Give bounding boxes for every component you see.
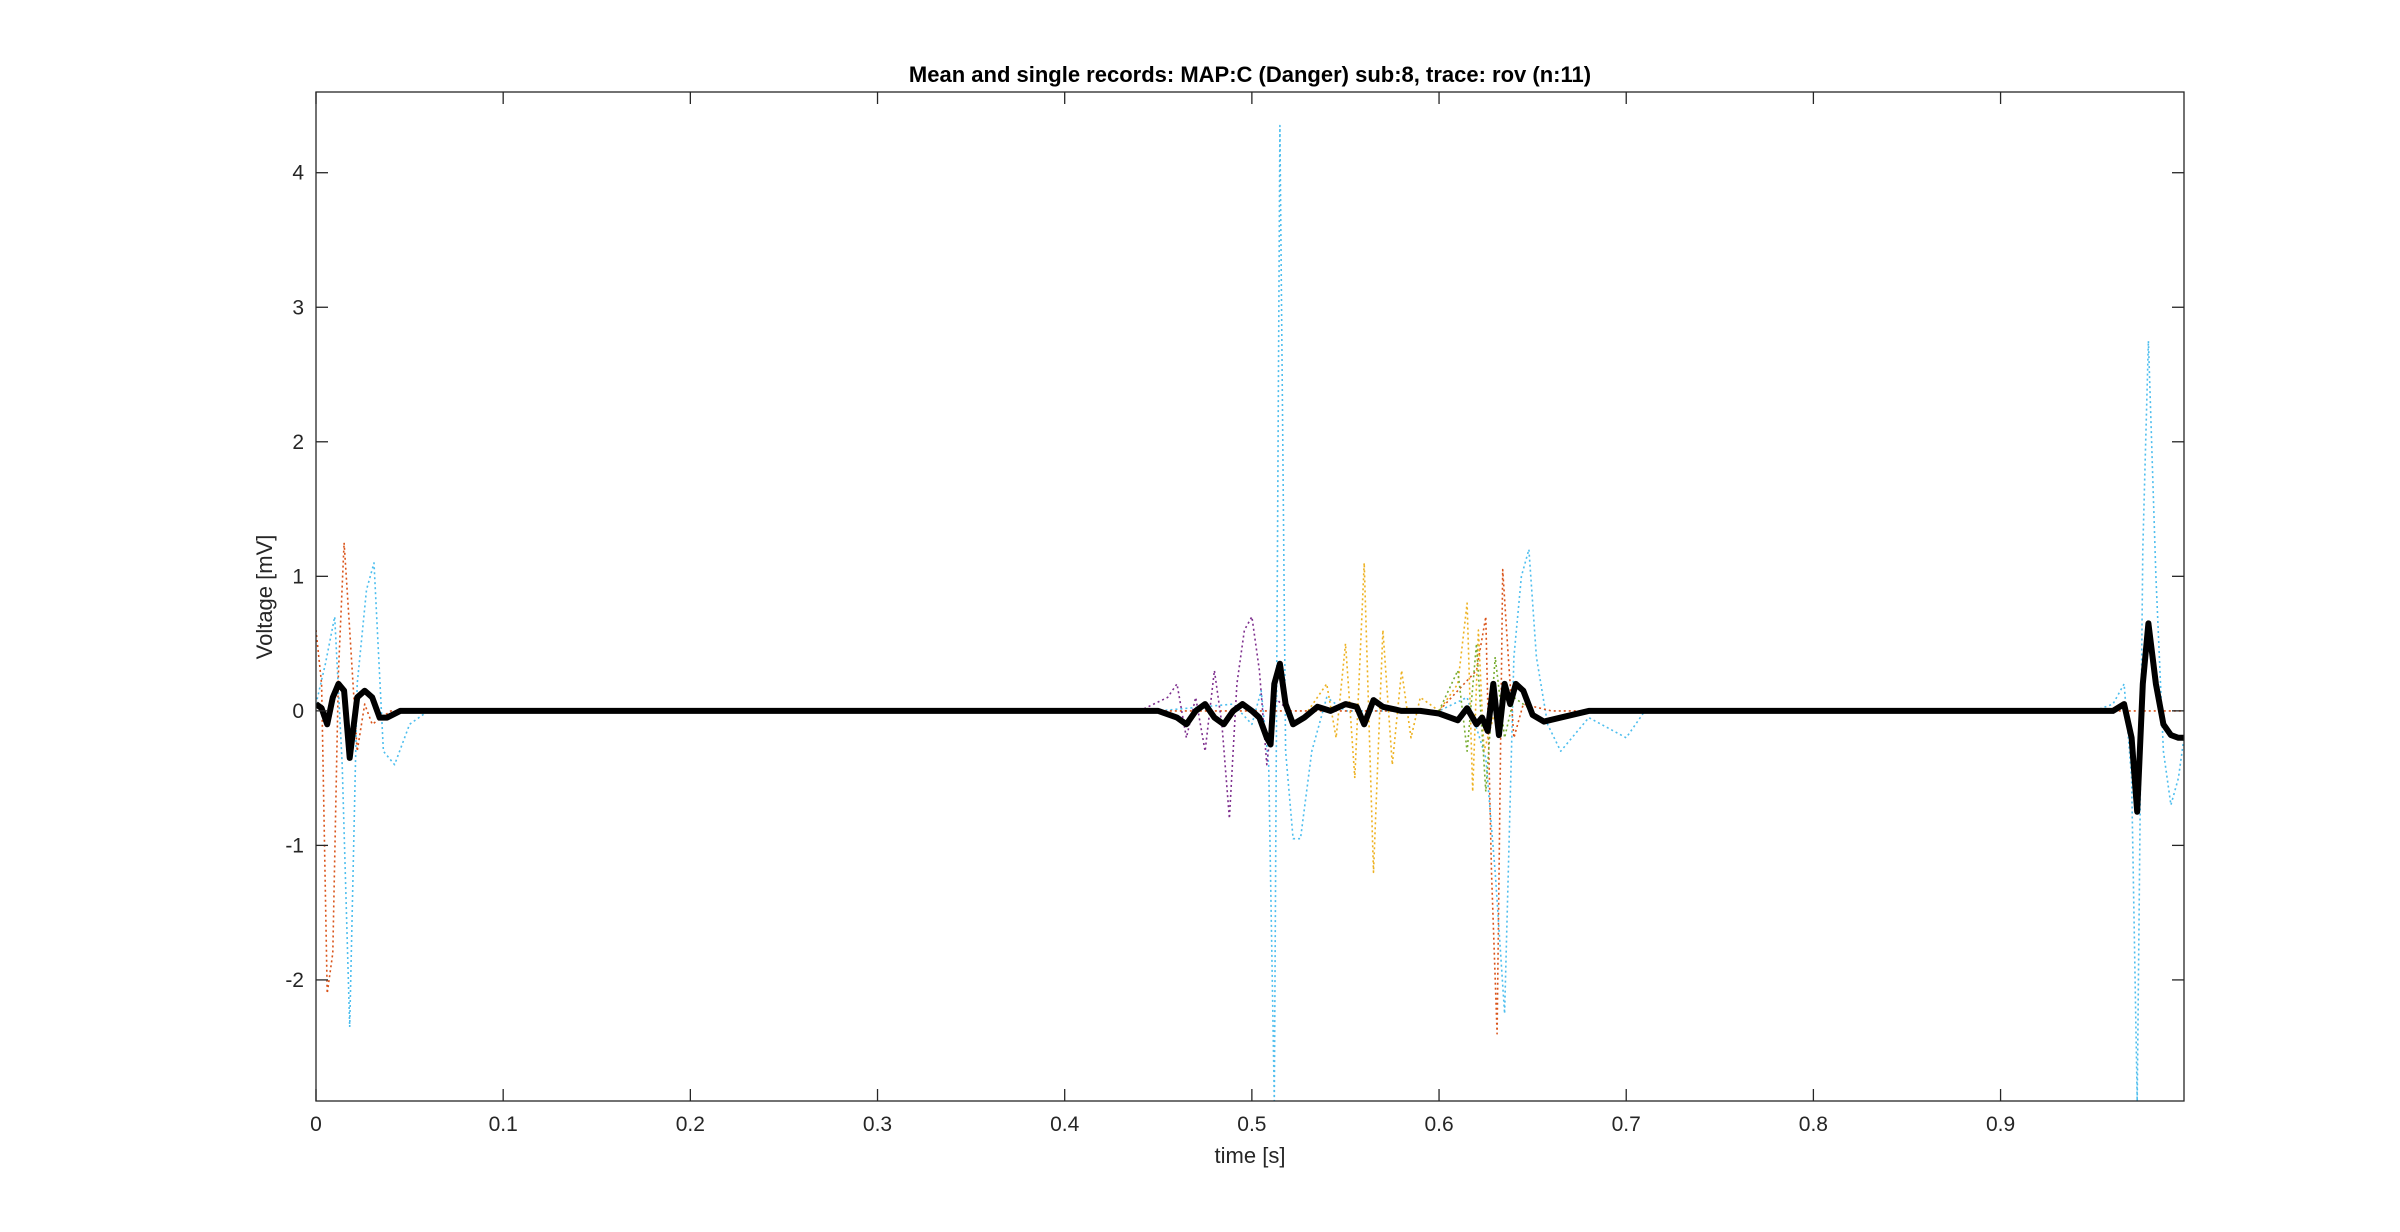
x-tick-label: 0.3 [863, 1113, 892, 1136]
y-tick-label: 0 [292, 700, 304, 723]
x-tick-label: 0.8 [1799, 1113, 1828, 1136]
y-tick-label: -1 [285, 834, 304, 857]
single-record-line-1 [316, 124, 2184, 1101]
x-tick-label: 0.6 [1424, 1113, 1453, 1136]
y-tick-label: 3 [292, 296, 304, 319]
plot-area [316, 92, 2184, 1101]
y-tick-label: 2 [292, 431, 304, 454]
y-tick-label: 1 [292, 565, 304, 588]
y-tick-label: 4 [292, 162, 304, 185]
x-tick-label: 0.5 [1237, 1113, 1266, 1136]
x-tick-label: 0 [310, 1113, 322, 1136]
x-axis-label: time [s] [1215, 1143, 1286, 1168]
x-tick-label: 0.4 [1050, 1113, 1080, 1136]
series-layer [316, 124, 2184, 1101]
single-record-line-2 [316, 541, 2184, 1035]
x-tick-label: 0.9 [1986, 1113, 2015, 1136]
axes-box [315, 91, 2185, 1102]
y-tick-label: -2 [285, 969, 304, 992]
single-record-line-5 [1438, 642, 1534, 793]
x-tick-label: 0.7 [1612, 1113, 1641, 1136]
single-record-line-3 [1139, 615, 1290, 820]
x-tick-label: 0.2 [676, 1113, 705, 1136]
chart-title: Mean and single records: MAP:C (Danger) … [909, 62, 1591, 87]
y-axis-label: Voltage [mV] [252, 535, 277, 660]
x-tick-label: 0.1 [489, 1113, 518, 1136]
mean-record-line [316, 620, 2184, 815]
tick-layer: 0 0.1 0.2 0.3 0.4 0.5 0.6 0.7 0.8 0.9 -2 -1 0 1 2 3 4 [285, 92, 2184, 1136]
